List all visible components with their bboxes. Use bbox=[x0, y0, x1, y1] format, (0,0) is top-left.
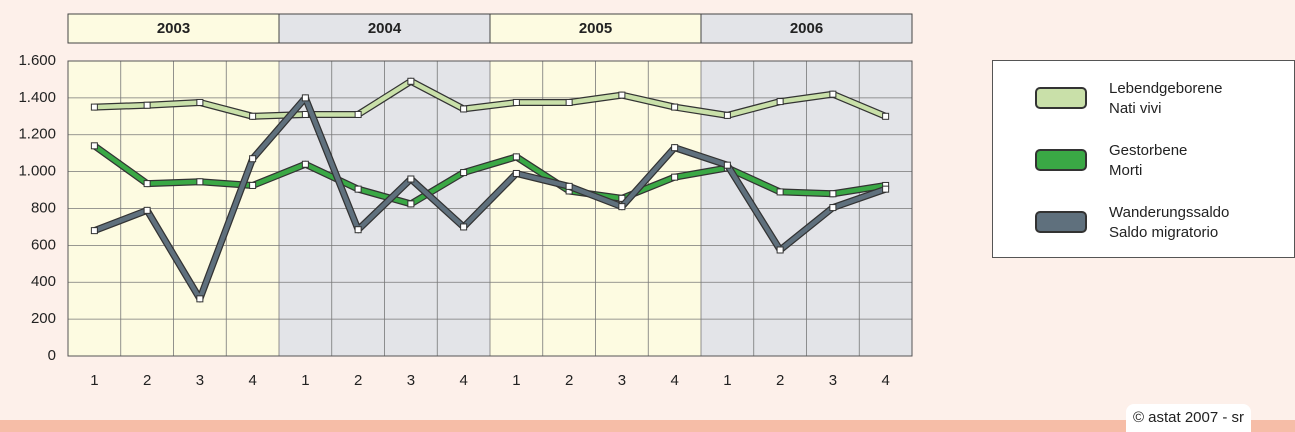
legend-item: Lebendgeborene Nati vivi bbox=[993, 79, 1294, 129]
y-tick-label: 0 bbox=[48, 347, 56, 364]
point-marker bbox=[830, 91, 836, 97]
point-marker bbox=[144, 207, 150, 213]
point-marker bbox=[250, 182, 256, 188]
y-tick-label: 800 bbox=[31, 199, 56, 216]
legend: Lebendgeborene Nati vivi Gestorbene Morti… bbox=[992, 60, 1295, 258]
point-marker bbox=[619, 204, 625, 210]
point-marker bbox=[566, 183, 572, 189]
point-marker bbox=[619, 92, 625, 98]
page: 2003 2004 2005 2006 0 200 400 600 800 1.000 1.200 1… bbox=[0, 0, 1295, 432]
point-marker bbox=[461, 224, 467, 230]
y-tick-label: 600 bbox=[31, 236, 56, 253]
point-marker bbox=[777, 247, 783, 253]
point-marker bbox=[250, 113, 256, 119]
x-tick-label: 3 bbox=[829, 372, 837, 389]
point-marker bbox=[408, 78, 414, 84]
point-marker bbox=[91, 104, 97, 110]
x-tick-label: 3 bbox=[407, 372, 415, 389]
x-tick-label: 2 bbox=[143, 372, 151, 389]
point-marker bbox=[513, 99, 519, 105]
x-tick-label: 4 bbox=[881, 372, 889, 389]
x-tick-label: 3 bbox=[196, 372, 204, 389]
legend-label: Wanderungssaldo Saldo migratorio bbox=[1109, 203, 1229, 243]
y-tick-label: 200 bbox=[31, 310, 56, 327]
point-marker bbox=[830, 191, 836, 197]
x-tick-label: 4 bbox=[459, 372, 467, 389]
point-marker bbox=[355, 227, 361, 233]
year-label: 2005 bbox=[579, 20, 612, 37]
point-marker bbox=[91, 228, 97, 234]
x-tick-label: 1 bbox=[723, 372, 731, 389]
point-marker bbox=[566, 99, 572, 105]
point-marker bbox=[724, 112, 730, 118]
point-marker bbox=[777, 99, 783, 105]
point-marker bbox=[355, 186, 361, 192]
y-tick-label: 1.600 bbox=[18, 52, 56, 69]
x-tick-label: 1 bbox=[301, 372, 309, 389]
point-marker bbox=[144, 102, 150, 108]
point-marker bbox=[461, 170, 467, 176]
point-marker bbox=[302, 95, 308, 101]
point-marker bbox=[830, 205, 836, 211]
point-marker bbox=[672, 174, 678, 180]
point-marker bbox=[144, 181, 150, 187]
x-tick-label: 1 bbox=[512, 372, 520, 389]
legend-label: Lebendgeborene Nati vivi bbox=[1109, 79, 1222, 119]
x-tick-label: 2 bbox=[565, 372, 573, 389]
point-marker bbox=[302, 161, 308, 167]
legend-label: Gestorbene Morti bbox=[1109, 141, 1187, 181]
y-tick-label: 1.400 bbox=[18, 89, 56, 106]
point-marker bbox=[513, 154, 519, 160]
point-marker bbox=[355, 111, 361, 117]
legend-item: Wanderungssaldo Saldo migratorio bbox=[993, 203, 1294, 253]
legend-swatch bbox=[1035, 87, 1087, 109]
point-marker bbox=[883, 113, 889, 119]
point-marker bbox=[672, 145, 678, 151]
x-tick-label: 4 bbox=[670, 372, 678, 389]
point-marker bbox=[408, 176, 414, 182]
legend-swatch bbox=[1035, 149, 1087, 171]
point-marker bbox=[408, 201, 414, 207]
point-marker bbox=[91, 143, 97, 149]
point-marker bbox=[461, 106, 467, 112]
y-tick-label: 1.200 bbox=[18, 126, 56, 143]
point-marker bbox=[197, 296, 203, 302]
point-marker bbox=[513, 170, 519, 176]
point-marker bbox=[197, 179, 203, 185]
y-tick-label: 400 bbox=[31, 273, 56, 290]
year-label: 2004 bbox=[368, 20, 402, 37]
legend-swatch bbox=[1035, 211, 1087, 233]
footer-stripe bbox=[0, 420, 1295, 432]
copyright: © astat 2007 - sr bbox=[1126, 404, 1251, 432]
x-tick-label: 4 bbox=[248, 372, 256, 389]
point-marker bbox=[883, 186, 889, 192]
year-label: 2003 bbox=[157, 20, 190, 37]
x-tick-label: 2 bbox=[776, 372, 784, 389]
x-tick-label: 2 bbox=[354, 372, 362, 389]
point-marker bbox=[777, 189, 783, 195]
legend-item: Gestorbene Morti bbox=[993, 141, 1294, 191]
point-marker bbox=[250, 156, 256, 162]
year-label: 2006 bbox=[790, 20, 823, 37]
x-tick-label: 3 bbox=[618, 372, 626, 389]
point-marker bbox=[197, 99, 203, 105]
point-marker bbox=[672, 104, 678, 110]
y-tick-label: 1.000 bbox=[18, 163, 56, 180]
x-tick-label: 1 bbox=[90, 372, 98, 389]
point-marker bbox=[724, 162, 730, 168]
